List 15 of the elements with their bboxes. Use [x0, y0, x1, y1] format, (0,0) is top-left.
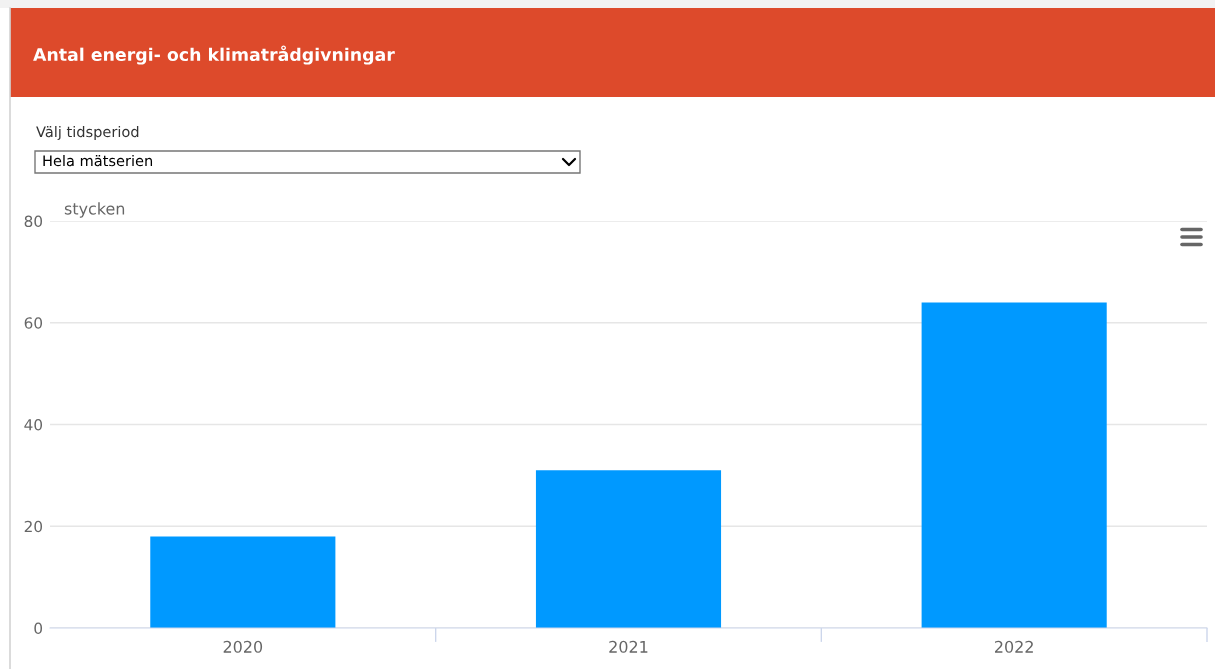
x-tick-label: 2020 — [223, 640, 263, 653]
bar — [150, 536, 336, 628]
y-tick-label: 20 — [24, 520, 43, 533]
y-tick-label: 80 — [24, 215, 43, 228]
text: Välj tidsperiod — [36, 125, 139, 141]
bar — [921, 302, 1107, 628]
y-tick-label: 0 — [34, 622, 43, 635]
y-tick-label: 60 — [24, 317, 43, 329]
bar — [535, 470, 722, 628]
x-tick-label: 2022 — [995, 640, 1033, 653]
chart-title: Antal energi- och klimatrådgivningar — [33, 45, 395, 65]
x-tick-label: 2021 — [609, 640, 648, 653]
text: Hela mätserien — [43, 154, 153, 167]
y-axis-title: stycken — [64, 202, 125, 218]
y-tick-label: 40 — [24, 418, 43, 431]
